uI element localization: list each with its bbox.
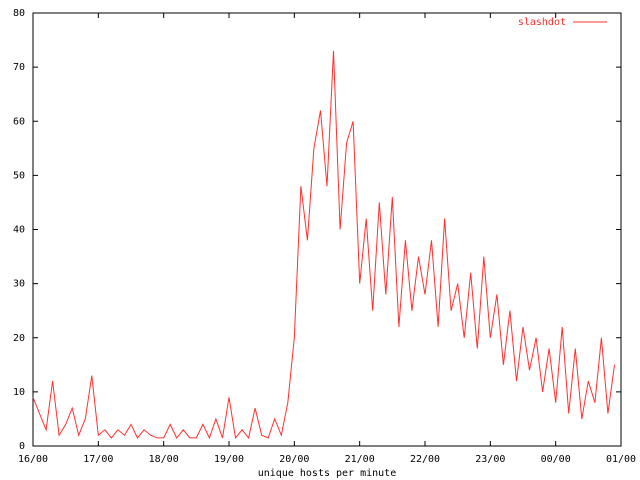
x-tick-label: 00/00	[541, 454, 571, 465]
legend-label: slashdot	[518, 17, 566, 28]
x-tick-label: 22/00	[410, 454, 440, 465]
y-tick-label: 40	[13, 225, 25, 236]
x-tick-label: 21/00	[345, 454, 375, 465]
x-axis-label: unique hosts per minute	[258, 468, 396, 479]
y-tick-label: 10	[13, 387, 25, 398]
y-tick-label: 70	[13, 62, 25, 73]
x-tick-label: 23/00	[475, 454, 505, 465]
y-tick-label: 50	[13, 170, 25, 181]
x-tick-label: 20/00	[279, 454, 309, 465]
y-tick-label: 0	[19, 441, 25, 452]
x-tick-label: 01/00	[606, 454, 636, 465]
x-tick-label: 18/00	[149, 454, 179, 465]
x-tick-label: 16/00	[18, 454, 48, 465]
y-tick-label: 60	[13, 116, 25, 127]
series-line	[32, 50, 615, 440]
y-tick-label: 20	[13, 333, 25, 344]
y-tick-label: 80	[13, 8, 25, 19]
x-tick-label: 19/00	[214, 454, 244, 465]
x-tick-label: 17/00	[83, 454, 113, 465]
y-tick-label: 30	[13, 279, 25, 290]
